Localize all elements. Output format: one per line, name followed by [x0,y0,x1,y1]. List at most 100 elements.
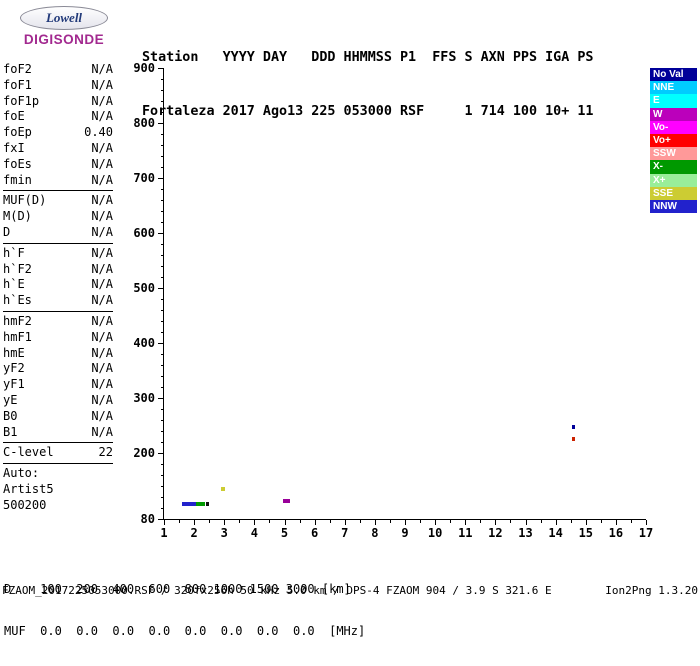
legend-item-sse: SSE [650,186,697,200]
param-row-m-d: M(D) N/A [3,209,113,225]
x-axis-label: 7 [341,526,349,540]
param-row-hme: hmE N/A [3,346,113,362]
x-axis-label: 8 [371,526,379,540]
y-axis-minor-tick [161,354,164,355]
param-value: N/A [91,424,113,439]
header-column-names: Station YYYY DAY DDD HHMMSS P1 FFS S AXN… [142,50,594,65]
y-axis-minor-tick [161,90,164,91]
y-axis-minor-tick [161,156,164,157]
x-axis-minor-tick [630,520,632,523]
x-axis-tick [374,520,376,525]
legend-item-ssw: SSW [650,147,697,161]
param-row-b0: B0 N/A [3,409,113,425]
param-label: foEs [3,156,32,171]
param-label: h`F [3,245,25,260]
y-axis-minor-tick [161,431,164,432]
y-axis-minor-tick [161,332,164,333]
y-axis-tick [158,233,164,234]
status-file-info: FZAOM_2017225053000.RSF / 320fx256h 50 k… [2,584,552,597]
y-axis-minor-tick [161,464,164,465]
param-row-fof1: foF1 N/A [3,78,113,94]
param-label: B1 [3,424,18,439]
param-label: MUF(D) [3,193,47,208]
param-row-foe: foE N/A [3,109,113,125]
x-axis-minor-tick [570,520,572,523]
param-divider [3,242,113,244]
param-value: N/A [91,193,113,208]
param-value: N/A [91,377,113,392]
x-axis-minor-tick [209,520,211,523]
y-axis-minor-tick [161,134,164,135]
y-axis-label: 900 [133,61,155,75]
x-axis-tick [284,520,286,525]
param-value: N/A [91,392,113,407]
x-axis-tick [254,520,256,525]
y-axis-minor-tick [161,475,164,476]
y-axis-minor-tick [161,266,164,267]
y-axis-minor-tick [161,167,164,168]
y-axis-label: 300 [133,391,155,405]
param-row-hmf2: hmF2 N/A [3,314,113,330]
param-value: N/A [91,277,113,292]
x-axis-minor-tick [600,520,602,523]
legend-item-nnw: NNW [650,199,697,214]
x-axis-minor-tick [359,520,361,523]
x-axis-label: 14 [548,526,563,540]
y-axis-label: 600 [133,226,155,240]
echo-color-legend: No Val NNE E W Vo- Vo+ SSW X- X+ SSE NNW [650,68,697,214]
x-axis-tick [435,520,437,525]
x-axis-tick [314,520,316,525]
x-axis-label: 17 [638,526,654,540]
lowell-logo-oval: Lowell [20,6,108,30]
d-muf-table: D 100 200 400 600 800 1000 1500 3000 [km… [4,554,365,666]
param-row-fof2: foF2 N/A [3,62,113,78]
param-divider [3,463,113,465]
x-axis-minor-tick [389,520,391,523]
echo-trace-w [283,499,290,504]
param-value: N/A [91,245,113,260]
param-row-yf1: yF1 N/A [3,377,113,393]
param-label: foF2 [3,62,32,76]
x-axis-tick [555,520,557,525]
x-axis-tick [465,520,467,525]
ionogram-screen: Lowell DIGISONDE Station YYYY DAY DDD HH… [2,6,698,638]
x-axis-label: 13 [518,526,533,540]
param-row-fxi: fxI N/A [3,141,113,157]
x-axis-minor-tick [329,520,331,523]
param-value: N/A [91,93,113,108]
x-axis-minor-tick [510,520,512,523]
param-label: C-level [3,445,54,460]
x-axis-label: 3 [220,526,228,540]
x-axis-label: 12 [488,526,503,540]
y-axis-tick [158,398,164,399]
param-label: foF1 [3,77,32,92]
param-label: M(D) [3,209,32,224]
x-axis-tick [405,520,406,525]
y-axis-minor-tick [161,255,164,256]
echo-trace-nnw [182,501,196,506]
y-axis-minor-tick [161,299,164,300]
param-value: N/A [91,329,113,344]
param-row-h-f2: h`F2 N/A [3,262,113,278]
param-row-foes: foEs N/A [3,157,113,173]
y-axis-minor-tick [161,277,164,278]
echo-trace-dark [205,501,209,506]
header-values: Fortaleza 2017 Ago13 225 053000 RSF 1 71… [142,104,594,119]
param-row-c-level: C-level 22 [3,445,113,461]
legend-item-w: W [650,107,697,121]
param-value: N/A [91,62,113,76]
y-axis-label: 200 [133,446,155,460]
param-row-yf2: yF2 N/A [3,361,113,377]
param-row-fof1p: foF1p N/A [3,94,113,110]
param-label: foEp [3,125,32,140]
y-axis-minor-tick [161,409,164,410]
param-label: h`Es [3,293,32,308]
param-label: 500200 [3,497,47,512]
x-axis-label: 15 [578,526,594,540]
x-axis-minor-tick [299,520,301,523]
legend-item-x: X- [650,160,697,174]
x-axis-minor-tick [179,520,181,523]
x-axis-minor-tick [450,520,452,523]
param-value: 0.40 [84,125,113,140]
param-row-ye: yE N/A [3,393,113,409]
